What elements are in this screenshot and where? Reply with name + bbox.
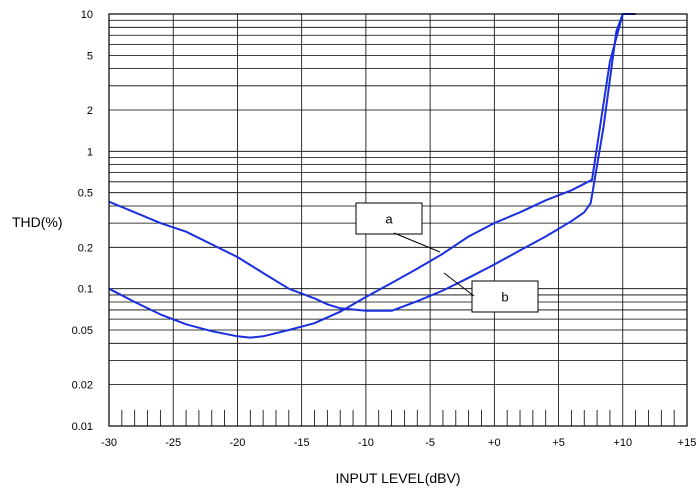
y-tick-label: 0.2 — [78, 242, 93, 254]
x-tick-label: -5 — [425, 437, 435, 449]
x-axis-label: INPUT LEVEL(dBV) — [335, 470, 460, 486]
y-tick-label: 0.1 — [78, 284, 93, 296]
y-tick-label: 2 — [87, 105, 93, 117]
y-tick-label: 0.01 — [72, 421, 93, 433]
x-tick-label: -30 — [101, 437, 117, 449]
x-tick-label: +5 — [552, 437, 565, 449]
callout-box-a — [355, 202, 423, 235]
x-tick-label: -10 — [358, 437, 374, 449]
x-tick-label: -20 — [229, 437, 245, 449]
callout-box-b — [471, 280, 539, 313]
tick-labels: -30 -25 -20 -15 -10 -5 +0 +5 +10 +15 0.01 0.02 0.05 0… — [72, 9, 697, 449]
callout-leader-b — [443, 272, 475, 297]
x-tick-label: +15 — [678, 437, 697, 449]
callout-label-b: b — [501, 290, 508, 305]
x-tick-label: +0 — [488, 437, 501, 449]
y-tick-label: 0.05 — [72, 325, 93, 337]
y-axis-label: THD(%) — [12, 214, 63, 230]
series-layer — [108, 13, 636, 339]
x-tick-label: -25 — [165, 437, 181, 449]
x-tick-label: +10 — [613, 437, 632, 449]
y-tick-label: 0.5 — [78, 188, 93, 200]
y-tick-label: 5 — [87, 50, 93, 62]
x-tick-label: -15 — [294, 437, 310, 449]
callouts: ab — [355, 202, 539, 313]
minor-x-ticks — [121, 410, 675, 426]
callout-leader-a — [393, 232, 441, 253]
y-tick-label: 10 — [81, 9, 93, 21]
y-tick-label: 0.02 — [72, 380, 93, 392]
series-line-a — [108, 13, 636, 312]
series-line-b — [108, 13, 632, 339]
callout-label-a: a — [385, 212, 393, 227]
plot-frame — [108, 13, 688, 427]
y-tick-label: 1 — [87, 146, 93, 158]
